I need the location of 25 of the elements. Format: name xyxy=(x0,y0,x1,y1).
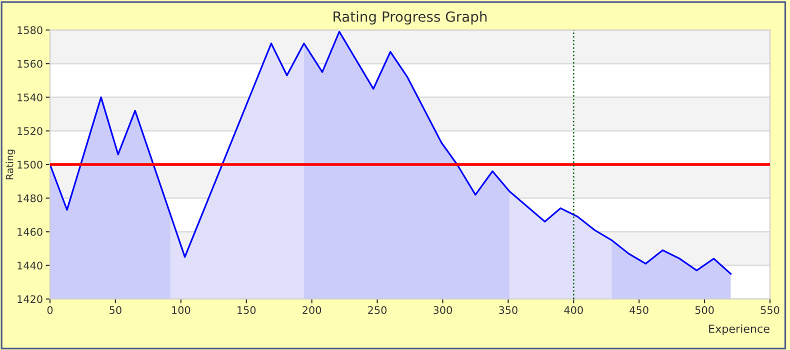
x-tick-label: 100 xyxy=(172,306,190,314)
y-tick-label: 1520 xyxy=(18,127,42,135)
x-tick-label: 400 xyxy=(564,306,583,314)
y-tick-label: 1420 xyxy=(18,295,42,304)
x-tick-label: 150 xyxy=(238,306,256,314)
y-tick-label: 1540 xyxy=(18,93,42,102)
x-axis-title: Experience xyxy=(709,324,770,336)
x-tick-label: 450 xyxy=(630,306,648,314)
x-tick-label: 250 xyxy=(368,306,387,314)
y-tick-label: 1500 xyxy=(18,160,42,169)
y-tick-label: 1440 xyxy=(18,262,42,270)
y-tick-label: 1480 xyxy=(18,194,42,202)
x-tick-label: 300 xyxy=(434,306,452,314)
x-tick-label: 550 xyxy=(760,306,780,314)
x-tick-label: 0 xyxy=(47,306,53,314)
y-tick-label: 1560 xyxy=(18,60,42,68)
y-tick-label: 1460 xyxy=(18,228,42,236)
x-tick-label: 500 xyxy=(695,306,714,314)
y-tick-label: 1580 xyxy=(18,26,42,34)
x-tick-label: 50 xyxy=(110,306,122,314)
y-axis-title: Rating xyxy=(6,150,16,180)
line-series xyxy=(50,30,732,275)
x-tick-label: 200 xyxy=(302,306,322,314)
chart-title: Rating Progress Graph xyxy=(334,11,487,25)
x-tick-label: 350 xyxy=(499,306,518,314)
